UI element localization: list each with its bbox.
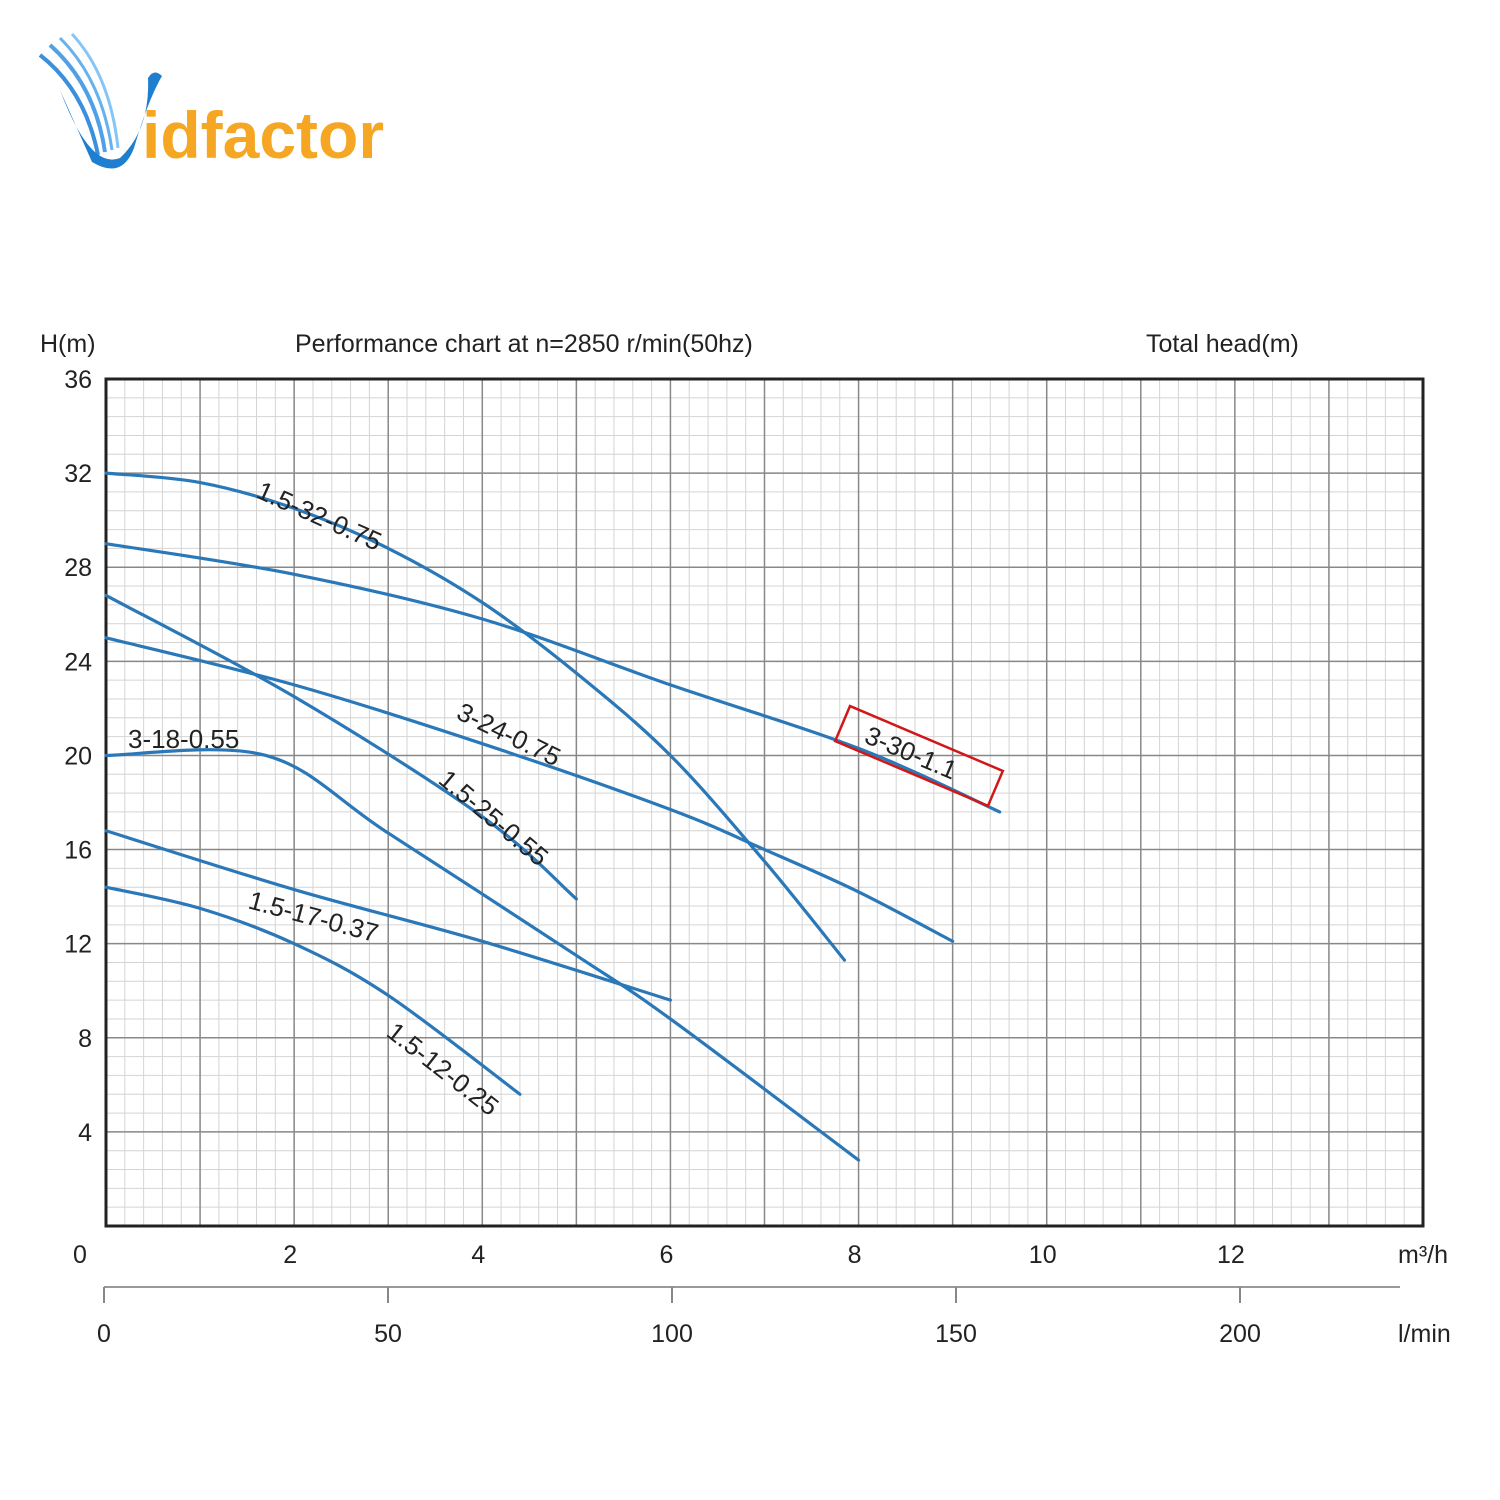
x-tick-label: 4 — [471, 1241, 485, 1269]
x-tick-label: 2 — [283, 1241, 297, 1269]
series-label-3-18-0.55: 3-18-0.55 — [128, 724, 239, 754]
x2-axis-unit: l/min — [1398, 1320, 1451, 1348]
y-tick-label: 36 — [64, 366, 92, 394]
y-tick-label: 28 — [64, 554, 92, 582]
x-axis-unit: m³/h — [1398, 1241, 1448, 1269]
y-tick-label: 8 — [78, 1025, 92, 1053]
plot-frame — [104, 377, 1425, 1228]
y-tick-label: 4 — [78, 1119, 92, 1147]
series-line-1.5-17-0.37 — [104, 829, 673, 1002]
y-axis-label: H(m) — [40, 330, 96, 358]
logo-v-shape — [60, 72, 162, 169]
series-line-3-18-0.55 — [104, 748, 861, 1162]
x2-tick-label: 200 — [1219, 1320, 1261, 1348]
x2-tick-label: 0 — [97, 1320, 111, 1348]
x-tick-label: 6 — [659, 1241, 673, 1269]
series-label-1.5-25-0.55: 1.5-25-0.55 — [433, 764, 554, 872]
right-axis-label: Total head(m) — [1146, 330, 1299, 358]
series-layer — [104, 471, 1002, 1162]
x2-tick-label: 150 — [935, 1320, 977, 1348]
series-line-3-24-0.75 — [104, 636, 955, 943]
x2-tick-label: 100 — [651, 1320, 693, 1348]
series-line-1.5-12-0.25 — [104, 885, 522, 1096]
y-tick-label: 12 — [64, 931, 92, 959]
series-label-3-24-0.75: 3-24-0.75 — [452, 696, 565, 772]
logo-text: idfactor — [142, 98, 384, 172]
y-tick-label: 32 — [64, 460, 92, 488]
x-tick-label: 12 — [1217, 1241, 1245, 1269]
feather-icon — [38, 32, 120, 156]
series-label-1.5-32-0.75: 1.5-32-0.75 — [253, 475, 387, 556]
y-tick-label: 24 — [64, 648, 92, 676]
vidfactor-logo: idfactor — [38, 32, 384, 172]
x-tick-label: 10 — [1029, 1241, 1057, 1269]
x-tick-label: 0 — [73, 1241, 87, 1269]
series-line-1.5-32-0.75 — [104, 471, 847, 962]
chart-title: Performance chart at n=2850 r/min(50hz) — [295, 330, 753, 358]
x2-tick-label: 50 — [374, 1320, 402, 1348]
x2-ticks: 0 50 100 150 200 — [97, 1287, 1261, 1348]
y-tick-label: 16 — [64, 837, 92, 865]
y-tick-label: 20 — [64, 742, 92, 770]
series-label-3-30-1.1: 3-30-1.1 — [861, 720, 962, 785]
series-line-3-30-1.1 — [104, 542, 1002, 814]
highlight-box — [833, 704, 1005, 808]
x-tick-label: 8 — [848, 1241, 862, 1269]
series-line-1.5-25-0.55 — [104, 593, 578, 901]
